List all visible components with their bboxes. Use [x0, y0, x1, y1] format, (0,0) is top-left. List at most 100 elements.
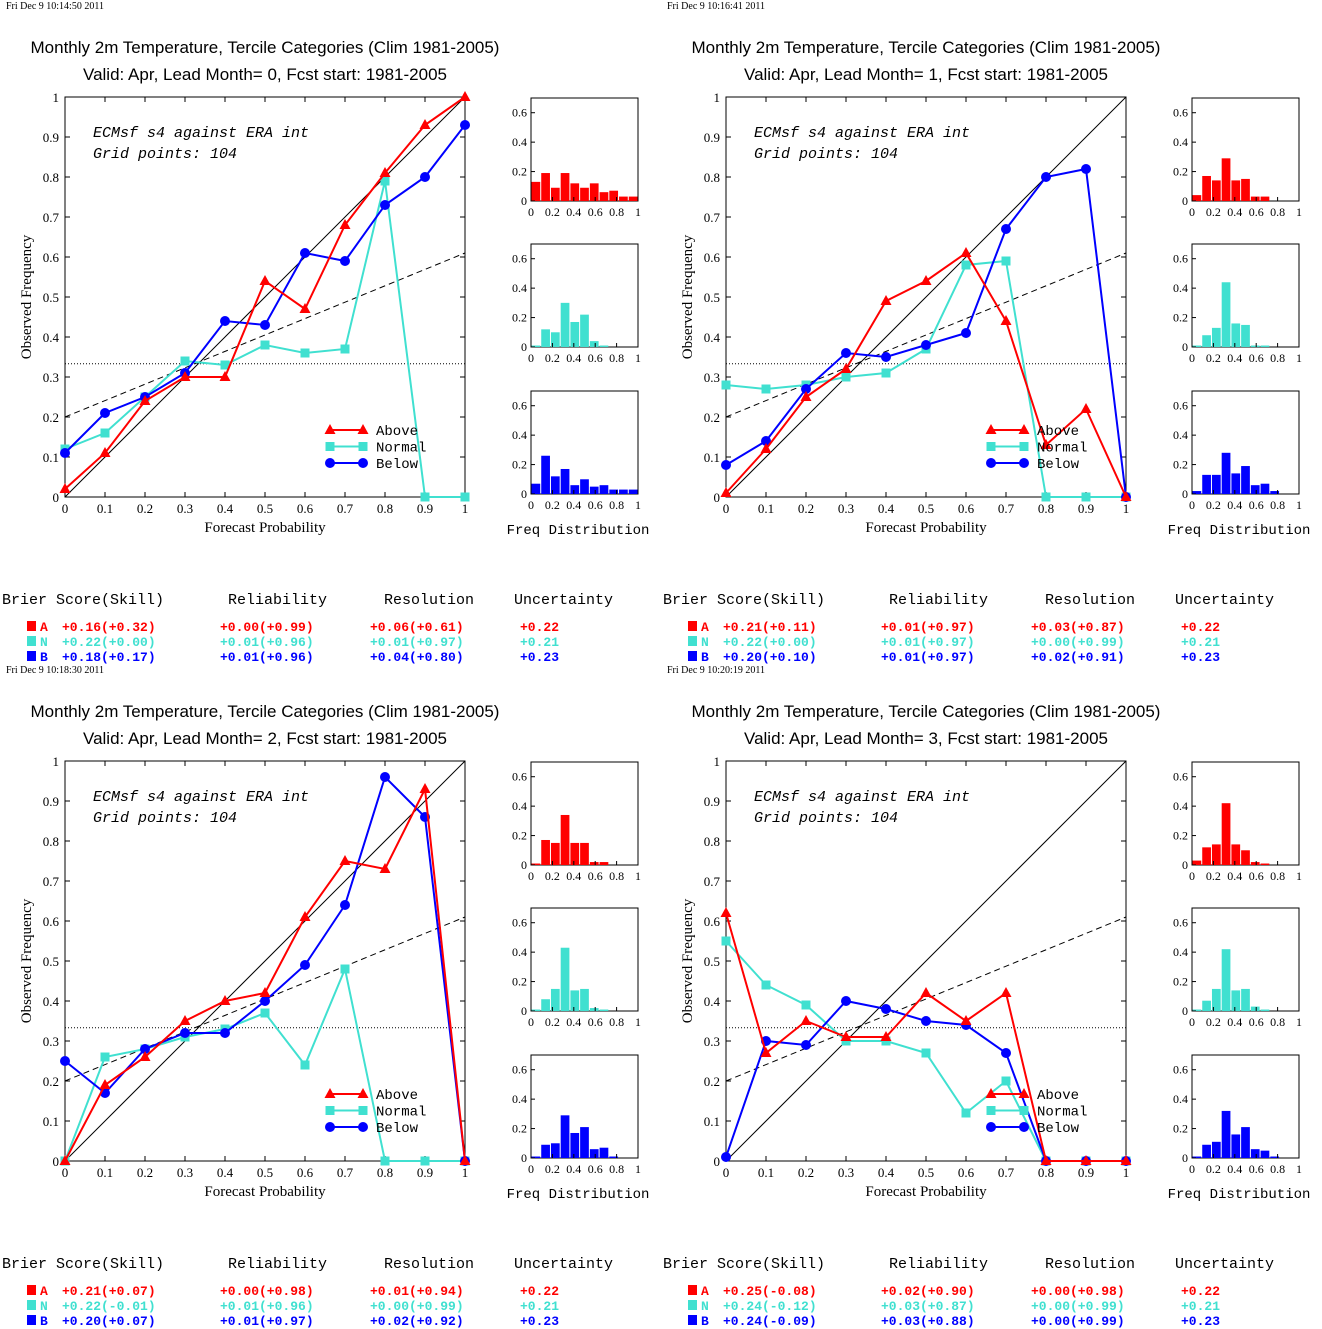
x-tick-label: 0.2 [798, 1165, 814, 1180]
legend-marker [325, 1122, 335, 1132]
point-below [420, 172, 430, 182]
point-normal [1001, 1076, 1011, 1086]
score-header: Resolution [1045, 1256, 1135, 1273]
histogram-normal: 0 0.2 0.4 0.6 0 0.2 0.4 0.6 0.8 1 [1173, 907, 1302, 1029]
point-above [1000, 315, 1012, 325]
x-tick-label: 1 [462, 1165, 469, 1180]
histogram-bar [589, 862, 599, 865]
histogram-bar [541, 1144, 550, 1158]
hist-x-tick-label: 1 [635, 498, 641, 512]
hist-y-tick-label: 0.2 [512, 165, 527, 179]
uncertainty-score: +0.23 [1181, 1314, 1220, 1329]
hist-y-tick-label: 0.4 [512, 1092, 527, 1106]
hist-y-tick-label: 0.4 [512, 799, 527, 813]
x-tick-label: 0.3 [177, 1165, 193, 1180]
point-above [99, 1079, 111, 1089]
x-tick-label: 0.8 [1038, 1165, 1054, 1180]
annotation-model: ECMsf s4 against ERA int [93, 789, 309, 806]
chart-title: Monthly 2m Temperature, Tercile Categori… [692, 702, 1161, 721]
histogram-bar [1270, 491, 1280, 494]
histogram-bar [1202, 1144, 1211, 1158]
legend-marker [1018, 424, 1030, 434]
point-above [459, 1155, 471, 1165]
legend-marker [325, 442, 335, 451]
reliability-score: +0.01(+0.97) [881, 620, 975, 635]
hist-x-tick-label: 0.6 [588, 205, 603, 219]
histogram-bar [1192, 860, 1202, 865]
y-tick-label: 0.2 [704, 410, 720, 425]
hist-y-tick-label: 0.4 [1173, 281, 1188, 295]
histogram-bar [550, 988, 560, 1011]
hist-x-tick-label: 0.8 [1270, 1015, 1285, 1029]
x-tick-label: 0.6 [958, 501, 975, 516]
legend-marker [324, 1088, 336, 1098]
histogram-x-label: Freq Distribution [507, 1187, 650, 1203]
score-header: Resolution [384, 1256, 474, 1273]
histogram-bar [1192, 195, 1202, 201]
point-normal [260, 1008, 270, 1018]
point-above [179, 371, 191, 381]
resolution-score: +0.06(+0.61) [370, 620, 464, 635]
point-below [961, 328, 971, 338]
point-above [419, 783, 431, 793]
point-below [340, 256, 350, 266]
hist-y-tick-label: 0.2 [1173, 1122, 1188, 1136]
legend-marker [986, 458, 996, 468]
legend-normal: Normal [376, 441, 426, 457]
hist-y-tick-label: 0.4 [512, 428, 527, 442]
x-tick-label: 0.4 [217, 1165, 234, 1180]
y-tick-label: 0.8 [704, 170, 720, 185]
uncertainty-score: +0.22 [520, 1284, 559, 1299]
chart-title: Monthly 2m Temperature, Tercile Categori… [31, 702, 500, 721]
hist-y-tick-label: 0.2 [1173, 829, 1188, 843]
hist-x-tick-label: 0.6 [1249, 1015, 1264, 1029]
point-normal [961, 260, 971, 270]
histogram-bar [1250, 196, 1260, 201]
hist-y-tick-label: 0.6 [512, 252, 527, 266]
y-tick-label: 0.1 [43, 450, 59, 465]
hist-x-tick-label: 1 [1296, 498, 1302, 512]
point-below [801, 384, 811, 394]
point-below [881, 352, 891, 362]
histogram-bar [1231, 990, 1241, 1011]
score-category: A [701, 1284, 709, 1299]
histogram-bar [1250, 485, 1260, 494]
y-tick-label: 0.5 [704, 954, 720, 969]
hist-y-tick-label: 0.6 [1173, 1063, 1188, 1077]
annotation-gridpoints: Grid points: 104 [754, 146, 898, 163]
histogram-bar [580, 187, 589, 201]
score-header: Reliability [889, 1256, 988, 1273]
hist-x-tick-label: 0 [528, 351, 534, 365]
x-axis-label: Forecast Probability [865, 520, 987, 536]
hist-x-tick-label: 0 [528, 498, 534, 512]
point-above [299, 303, 311, 313]
hist-x-tick-label: 0.4 [566, 498, 581, 512]
histogram-bar [560, 1115, 570, 1158]
y-tick-label: 0.6 [43, 250, 60, 265]
y-axis-label: Observed Frequency [19, 234, 35, 359]
y-tick-label: 0.9 [43, 794, 59, 809]
x-tick-label: 0.9 [417, 1165, 433, 1180]
hist-x-tick-label: 1 [635, 351, 641, 365]
hist-x-tick-label: 0.8 [1270, 869, 1285, 883]
histogram-bar [560, 468, 570, 494]
x-tick-label: 0.5 [257, 1165, 273, 1180]
hist-x-tick-label: 0.2 [1206, 869, 1221, 883]
point-normal [721, 936, 731, 946]
score-color-key [27, 1315, 36, 1325]
reliability-score: +0.01(+0.97) [881, 650, 975, 665]
histogram-bar [1231, 323, 1241, 347]
histogram-bar [599, 1147, 609, 1158]
hist-y-tick-label: 0 [1182, 487, 1188, 501]
y-tick-label: 0.1 [43, 1114, 59, 1129]
reliability-score: +0.01(+0.97) [220, 1314, 314, 1329]
histogram-bar [599, 485, 609, 494]
point-below [460, 120, 470, 130]
point-above [459, 91, 471, 101]
resolution-score: +0.02(+0.92) [370, 1314, 464, 1329]
y-tick-label: 0.9 [704, 794, 720, 809]
x-tick-label: 0.7 [337, 1165, 354, 1180]
x-tick-label: 0.9 [1078, 501, 1094, 516]
y-tick-label: 0.6 [704, 250, 721, 265]
histogram-bar [589, 1008, 599, 1011]
